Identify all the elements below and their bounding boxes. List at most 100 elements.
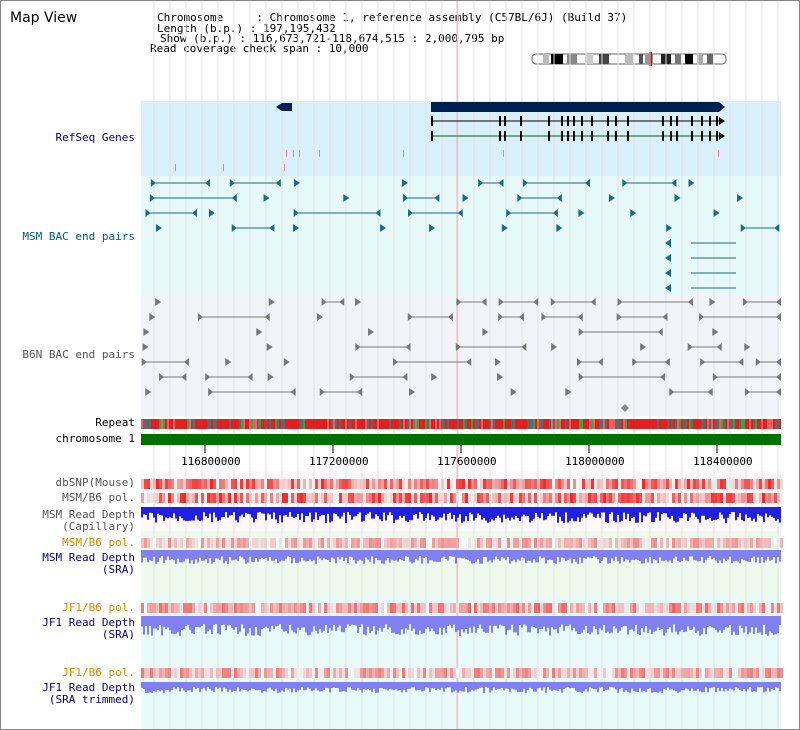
polymorphism-bar <box>729 668 732 678</box>
repeat-mark <box>365 419 367 429</box>
polymorphism-bar <box>384 538 387 548</box>
polymorphism-bar <box>480 668 483 678</box>
polymorphism-bar <box>144 493 147 503</box>
read-depth-bar <box>263 507 265 514</box>
read-depth-bar <box>169 550 171 560</box>
polymorphism-bar <box>252 538 255 548</box>
read-depth-bar <box>233 616 235 630</box>
b6n-bac-end <box>662 313 668 321</box>
read-depth-bar <box>445 550 447 559</box>
repeat-mark <box>197 419 199 429</box>
polymorphism-bar <box>516 603 519 613</box>
read-depth-bar <box>301 682 303 688</box>
read-depth-bar <box>769 682 771 692</box>
read-depth-bar <box>197 507 199 520</box>
read-depth-bar <box>409 507 411 520</box>
read-depth-bar <box>507 616 509 631</box>
polymorphism-bar <box>171 603 174 613</box>
polymorphism-bar <box>528 668 531 678</box>
b6n-bac-end <box>687 298 693 306</box>
read-depth-bar <box>485 550 487 558</box>
track-label-dbsnp: dbSNP(Mouse) <box>55 476 135 489</box>
polymorphism-bar <box>180 479 183 489</box>
read-depth-bar <box>615 507 617 523</box>
read-depth-bar <box>455 682 457 691</box>
polymorphism-bar <box>294 479 297 489</box>
read-depth-bar <box>341 682 343 692</box>
polymorphism-bar <box>597 538 600 548</box>
read-depth-bar <box>539 616 541 630</box>
b6n-bac-end <box>565 388 572 396</box>
track-label-msm-depth-sra-sub: (SRA) <box>101 563 135 576</box>
repeat-mark <box>711 419 713 429</box>
polymorphism-bar <box>696 538 699 548</box>
read-depth-bar <box>203 682 205 689</box>
read-depth-bar <box>739 682 741 690</box>
polymorphism-bar <box>348 538 351 548</box>
read-depth-bar <box>141 616 143 627</box>
read-depth-bar <box>209 507 211 514</box>
read-depth-bar <box>557 550 559 558</box>
polymorphism-bar <box>675 668 678 678</box>
repeat-mark <box>297 419 299 429</box>
read-depth-bar <box>161 507 163 516</box>
repeat-mark <box>399 419 401 429</box>
read-depth-bar <box>465 616 467 630</box>
read-depth-bar <box>749 682 751 688</box>
msm-bac-end <box>462 194 469 202</box>
polymorphism-bar <box>306 603 309 613</box>
polymorphism-bar <box>741 493 744 503</box>
polymorphism-bar <box>462 668 465 678</box>
b6n-bac-end <box>498 298 504 306</box>
polymorphism-bar <box>273 603 276 613</box>
msm-bac-end <box>671 179 677 187</box>
read-depth-bar <box>661 507 663 515</box>
polymorphism-bar <box>351 668 354 678</box>
read-depth-bar <box>501 616 503 626</box>
read-depth-bar <box>359 616 361 628</box>
polymorphism-bar <box>672 668 675 678</box>
repeat-mark <box>449 419 451 429</box>
exon <box>581 116 583 126</box>
b6n-bac-end <box>712 328 719 336</box>
read-depth-bar <box>667 507 669 518</box>
polymorphism-bar <box>411 538 414 548</box>
polymorphism-bar <box>240 668 243 678</box>
msm-bac-end <box>674 194 681 202</box>
read-depth-bar <box>397 507 399 520</box>
polymorphism-bar <box>213 668 216 678</box>
polymorphism-bar <box>567 668 570 678</box>
polymorphism-bar <box>273 479 276 489</box>
read-depth-bar <box>477 550 479 560</box>
repeat-mark <box>393 419 395 429</box>
polymorphism-bar <box>678 668 681 678</box>
read-depth-bar <box>267 682 269 689</box>
read-depth-bar <box>411 550 413 564</box>
read-depth-bar <box>315 550 317 564</box>
polymorphism-bar <box>591 603 594 613</box>
polymorphism-bar <box>594 479 597 489</box>
polymorphism-bar <box>663 493 666 503</box>
read-depth-bar <box>565 550 567 562</box>
read-depth-bar <box>599 616 601 629</box>
read-depth-bar <box>383 507 385 513</box>
polymorphism-bar <box>210 603 213 613</box>
read-depth-bar <box>215 616 217 625</box>
read-depth-bar <box>655 616 657 631</box>
polymorphism-bar <box>621 479 624 489</box>
polymorphism-bar <box>510 603 513 613</box>
polymorphism-bar <box>168 668 171 678</box>
polymorphism-bar <box>657 538 660 548</box>
chromosome-ideogram[interactable] <box>529 52 729 66</box>
polymorphism-bar <box>522 493 525 503</box>
read-depth-bar <box>263 616 265 629</box>
polymorphism-bar <box>711 538 714 548</box>
read-depth-bar <box>307 616 309 636</box>
repeat-mark <box>465 419 467 429</box>
b6n-bac-end <box>712 373 718 381</box>
b6n-bac-end <box>776 298 781 306</box>
read-depth-bar <box>641 682 643 692</box>
repeat-mark <box>767 419 769 429</box>
read-depth-bar <box>773 550 775 558</box>
